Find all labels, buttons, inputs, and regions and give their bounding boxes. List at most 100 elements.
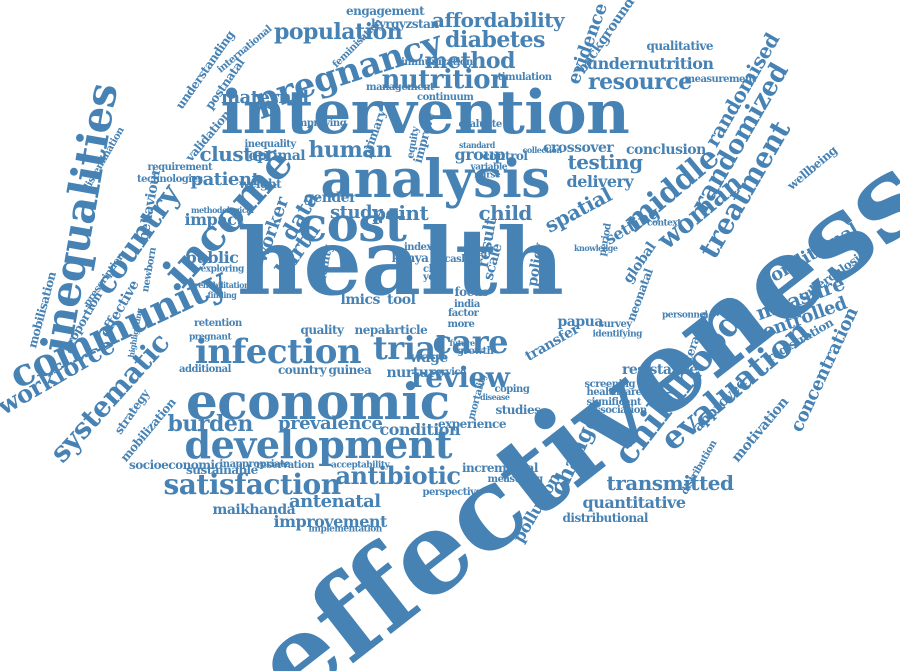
cloud-word-factor: factor: [448, 308, 479, 319]
cloud-word-development: development: [184, 422, 453, 467]
cloud-word-study: study: [330, 202, 383, 223]
cloud-word-guinea: guinea: [328, 363, 372, 377]
cloud-word-pregnant: pregnant: [189, 332, 232, 343]
cloud-word-economic: economic: [186, 372, 450, 431]
cloud-word-resistance: resistance: [622, 362, 698, 378]
cloud-word-survey: survey: [598, 319, 633, 330]
cloud-word-nutrition: nutrition: [381, 65, 510, 95]
cloud-word-testing: testing: [567, 150, 644, 174]
cloud-word-intervention: intervention: [220, 78, 630, 148]
cloud-word-cluster: cluster: [199, 142, 275, 166]
cloud-word-technologies: technologies: [137, 174, 203, 185]
cloud-word-tool: tool: [387, 292, 416, 308]
cloud-word-condition: condition: [379, 420, 461, 439]
cloud-word-child: child: [478, 201, 533, 225]
cloud-word-quality: quality: [300, 323, 345, 337]
cloud-word-maternal: maternal: [221, 87, 309, 108]
cloud-word-management: management: [366, 82, 435, 93]
cloud-word-socioeconomic: socioeconomic: [129, 458, 222, 472]
cloud-word-antibiotic: antibiotic: [335, 461, 461, 490]
cloud-word-gender: gender: [304, 190, 356, 206]
cloud-word-knowledge: knowledge: [574, 243, 618, 253]
cloud-word-group: group: [454, 145, 506, 164]
cloud-word-public: public: [185, 248, 239, 267]
cloud-word-focus: focus: [454, 285, 489, 299]
cloud-word-variable: variable: [470, 162, 508, 173]
cloud-word-lmics: lmics: [340, 292, 381, 308]
cloud-word-incremental: incremental: [462, 461, 538, 475]
cloud-word-antenatal: antenatal: [289, 491, 381, 512]
cloud-word-measurement: measurement: [684, 74, 757, 85]
cloud-word-inappropriate: inappropriate: [219, 459, 291, 470]
cloud-word-chip: chip: [423, 264, 446, 275]
cloud-word-burden: burden: [167, 411, 254, 437]
cloud-word-infection: infection: [195, 332, 362, 372]
cloud-word-maikhanda: maikhanda: [212, 502, 296, 518]
cloud-word-population: population: [274, 19, 403, 45]
cloud-word-resource: resource: [588, 69, 692, 95]
cloud-word-papua: papua: [557, 314, 604, 330]
cloud-word-conclusion: conclusion: [626, 142, 706, 158]
cloud-word-trial: trial: [373, 329, 448, 367]
cloud-word-prevalence: prevalence: [278, 413, 383, 434]
cloud-word-transfer: transfer: [522, 321, 582, 365]
cloud-word-crossover: crossover: [543, 140, 614, 156]
cloud-word-wage: wage: [410, 350, 448, 366]
cloud-word-inequality: inequality: [244, 139, 297, 150]
cloud-word-requirement: requirement: [147, 162, 213, 173]
cloud-word-measuring: measuring: [487, 474, 544, 485]
cloud-word-analysis: analysis: [320, 149, 551, 210]
cloud-word-kenya: kenya: [391, 251, 429, 265]
cloud-word-more: more: [447, 319, 475, 330]
cloud-word-context: context: [647, 218, 681, 229]
cloud-word-nurture: nurture: [386, 365, 445, 381]
cloud-word-finding: finding: [207, 290, 237, 300]
cloud-word-article: article: [387, 323, 428, 337]
cloud-word-immunization: immunization: [401, 57, 473, 68]
cloud-word-diabetes: diabetes: [445, 27, 545, 53]
cloud-word-coping: coping: [494, 384, 530, 395]
cloud-word-kyrgyzstan: kyrgyzstan: [371, 17, 439, 31]
cloud-word-india: india: [454, 299, 480, 310]
cloud-word-additional: additional: [179, 364, 231, 375]
cloud-word-patient: patient: [190, 169, 260, 190]
cloud-word-sustainable: sustainable: [186, 463, 258, 477]
cloud-word-health: health: [237, 208, 564, 316]
cloud-word-growth: growth: [457, 346, 494, 357]
cloud-word-review: review: [411, 361, 510, 394]
cloud-word-optimal: optimal: [248, 148, 306, 164]
cloud-word-index: index: [404, 242, 432, 253]
cloud-word-cost: cost: [298, 197, 407, 253]
cloud-word-rehabilitation: rehabilitation: [194, 280, 250, 290]
cloud-word-cash: cash: [444, 254, 469, 265]
cloud-word-engagement: engagement: [346, 4, 425, 18]
cloud-word-evaluate: evaluate: [458, 119, 503, 130]
cloud-word-standard: standard: [459, 140, 495, 150]
cloud-word-affordability: affordability: [432, 8, 565, 32]
cloud-word-nepal: nepal: [354, 323, 390, 337]
cloud-word-exploring: exploring: [200, 264, 245, 275]
cloud-word-service: service: [430, 367, 466, 378]
cloud-word-retention: retention: [194, 318, 242, 329]
cloud-word-significant: significant: [586, 397, 642, 408]
cloud-word-undernutrition: undernutrition: [586, 54, 715, 73]
cloud-word-quantitative: quantitative: [582, 493, 687, 512]
cloud-word-satisfaction: satisfaction: [163, 468, 342, 501]
cloud-word-implementation: implementation: [308, 524, 383, 535]
cloud-word-point: point: [372, 201, 429, 225]
cloud-word-methodological: methodological: [191, 205, 254, 215]
cloud-word-transmitted: transmitted: [606, 471, 734, 495]
cloud-word-improvement: improvement: [273, 512, 388, 531]
cloud-word-care: care: [432, 323, 509, 361]
cloud-word-experience: experience: [438, 417, 507, 431]
cloud-word-perspective: perspective: [422, 487, 482, 498]
cloud-word-weight: weight: [239, 177, 282, 191]
cloud-word-impact: impact: [184, 210, 244, 229]
cloud-word-country: country: [278, 363, 327, 377]
cloud-word-year: year: [423, 272, 445, 283]
cloud-word-nurse: nurse: [474, 170, 501, 181]
cloud-word-disease: disease: [480, 392, 510, 402]
cloud-word-personnel: personnel: [662, 310, 708, 321]
cloud-word-control: control: [482, 149, 528, 163]
cloud-word-distributional: distributional: [562, 511, 649, 525]
